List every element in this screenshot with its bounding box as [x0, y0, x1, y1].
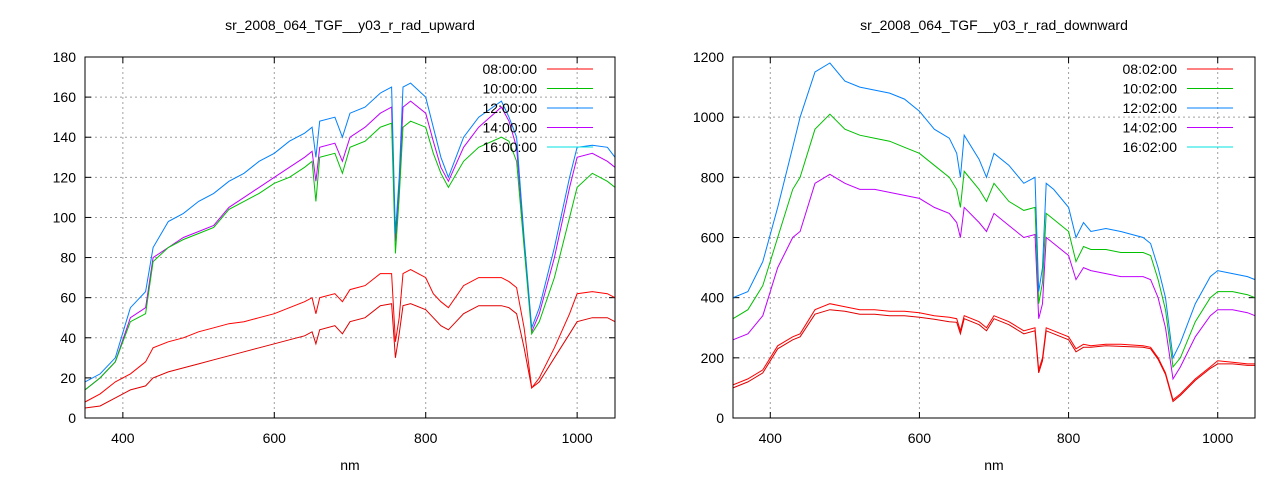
y-tick-label: 800	[701, 169, 725, 185]
x-tick-label: 800	[1057, 430, 1081, 446]
x-tick-label: 600	[263, 430, 287, 446]
legend-label: 14:00:00	[483, 120, 538, 136]
plot-frame	[84, 56, 616, 419]
y-tick-label: 0	[716, 410, 724, 426]
series-line-160200	[732, 309, 1255, 403]
series-line-120200	[732, 62, 1256, 360]
legend-label: 16:02:00	[1123, 139, 1178, 155]
plot-upward: sr_2008_064_TGF__y03_r_rad_upward 0 20 40 60…	[53, 17, 616, 473]
y-tick-label: 160	[53, 89, 77, 105]
legend-label: 16:00:00	[483, 139, 538, 155]
chart-title: sr_2008_064_TGF__y03_r_rad_upward	[225, 17, 475, 33]
y-tick-label: 400	[701, 290, 725, 306]
series-line-100000	[84, 120, 616, 391]
y-tick-label: 140	[53, 129, 77, 145]
y-tick-label: 1000	[693, 109, 724, 125]
series-line-100200	[732, 113, 1256, 369]
x-tick-label: 400	[759, 430, 783, 446]
y-tick-label: 40	[60, 330, 76, 346]
legend-label: 08:02:00	[1123, 61, 1178, 77]
y-tick-label: 180	[53, 49, 77, 65]
x-tick-label: 1000	[1202, 430, 1233, 446]
series-line-080200	[732, 303, 1255, 401]
series-line-120000	[84, 82, 616, 383]
series-line-080000	[84, 269, 616, 403]
legend-label: 14:02:00	[1123, 120, 1178, 136]
legend-label: 08:00:00	[483, 61, 538, 77]
x-tick-label: 1000	[562, 430, 593, 446]
plot-frame	[732, 56, 1256, 419]
y-tick-label: 80	[60, 250, 76, 266]
y-tick-label: 0	[68, 410, 76, 426]
y-tick-label: 100	[53, 209, 77, 225]
legend-label: 12:02:00	[1123, 100, 1178, 116]
y-tick-label: 60	[60, 290, 76, 306]
legend-label: 12:00:00	[483, 100, 538, 116]
y-tick-label: 1200	[693, 49, 724, 65]
x-tick-label: 600	[908, 430, 932, 446]
legend-label: 10:02:00	[1123, 81, 1178, 97]
x-axis-label: nm	[340, 457, 359, 473]
x-tick-label: 400	[111, 430, 135, 446]
y-tick-label: 20	[60, 370, 76, 386]
x-axis-label: nm	[984, 457, 1003, 473]
y-tick-label: 200	[701, 350, 725, 366]
series-line-160000	[84, 303, 616, 409]
chart-title: sr_2008_064_TGF__y03_r_rad_downward	[860, 17, 1128, 33]
plot-downward: sr_2008_064_TGF__y03_r_rad_downward 0 200 4…	[693, 17, 1256, 473]
x-tick-label: 800	[414, 430, 438, 446]
y-tick-label: 120	[53, 169, 77, 185]
y-tick-label: 600	[701, 230, 725, 246]
legend-label: 10:00:00	[483, 81, 538, 97]
series-line-140200	[732, 173, 1256, 381]
